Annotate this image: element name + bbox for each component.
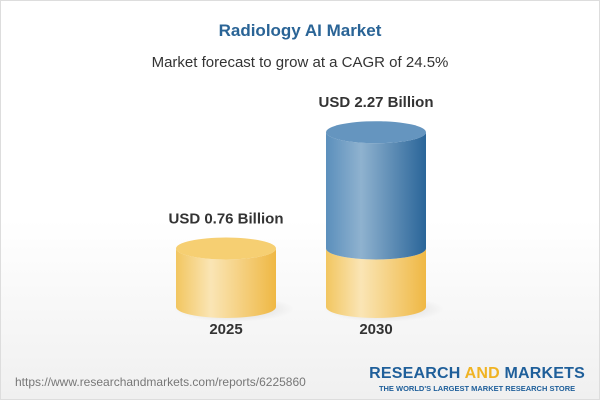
cylinder-bar	[176, 248, 276, 318]
cylinder-bar-top	[176, 237, 276, 260]
research-and-markets-logo: RESEARCH AND MARKETS THE WORLD'S LARGEST…	[369, 365, 585, 393]
logo-tagline: THE WORLD'S LARGEST MARKET RESEARCH STOR…	[378, 384, 576, 393]
cylinder-growth-segment-top	[326, 121, 426, 144]
logo-word: RESEARCH	[369, 365, 461, 382]
data-label: USD 2.27 Billion	[318, 94, 433, 111]
cylinder-growth-segment	[326, 132, 426, 260]
logo-word: MARKETS	[504, 365, 585, 382]
cylinder-base-segment	[326, 248, 426, 318]
data-label: USD 0.76 Billion	[168, 210, 283, 227]
category-label: 2030	[359, 321, 392, 338]
page-title: Radiology AI Market	[218, 21, 382, 40]
category-label: 2025	[209, 321, 242, 338]
logo-word: AND	[464, 365, 500, 382]
subtitle: Market forecast to grow at a CAGR of 24.…	[151, 54, 449, 71]
source-url[interactable]: https://www.researchandmarkets.com/repor…	[15, 375, 306, 389]
